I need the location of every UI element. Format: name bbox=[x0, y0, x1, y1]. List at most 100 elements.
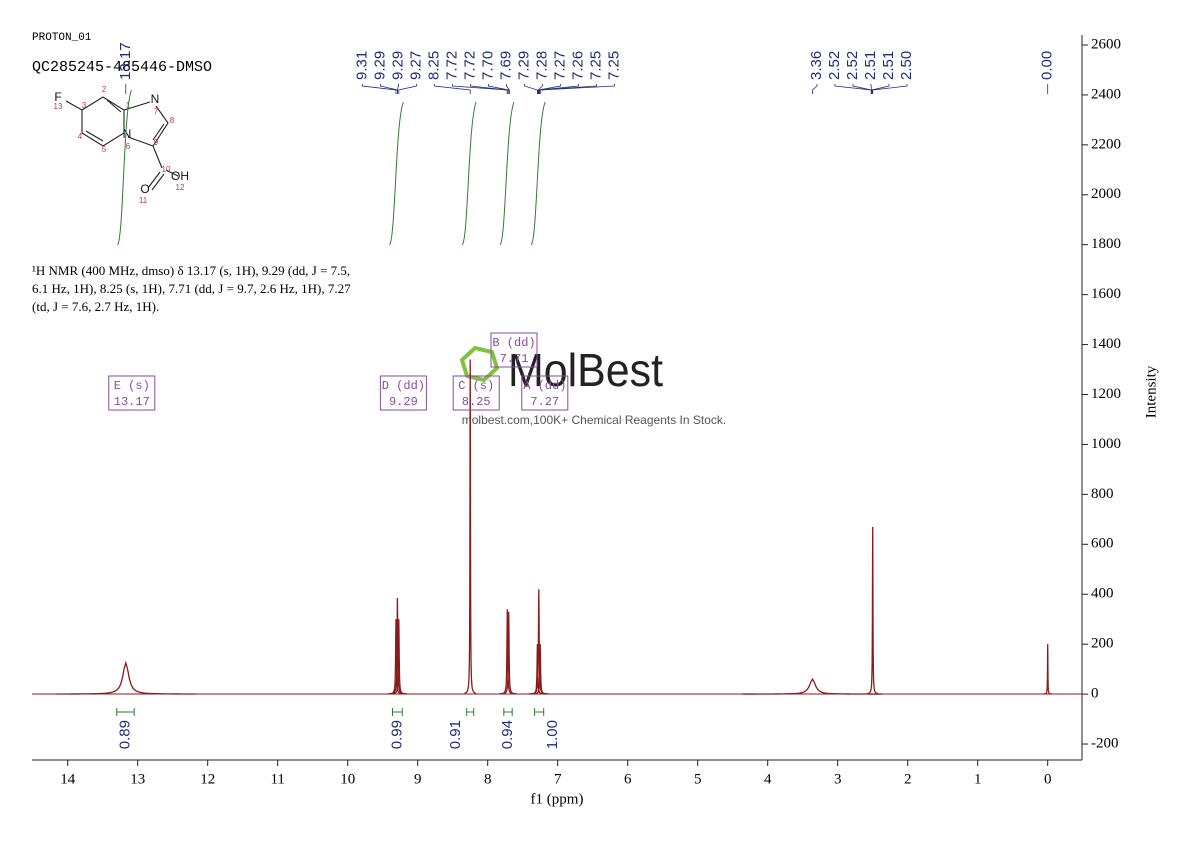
structure bbox=[65, 96, 179, 191]
y-tick-label: 600 bbox=[1091, 536, 1114, 552]
y-tick-label: 1600 bbox=[1091, 286, 1121, 302]
integral-curve bbox=[117, 89, 132, 246]
atom-label: N bbox=[151, 92, 160, 106]
x-tick-label: 10 bbox=[340, 771, 355, 787]
peak-label: 7.27 bbox=[551, 51, 568, 80]
y-tick-label: 1000 bbox=[1091, 436, 1121, 452]
atom-label: O bbox=[140, 182, 149, 196]
integral-bracket bbox=[392, 708, 403, 716]
peak-label: 7.28 bbox=[533, 51, 550, 80]
peak bbox=[390, 619, 408, 695]
peak-label-connector bbox=[539, 84, 597, 94]
x-tick-label: 14 bbox=[60, 771, 76, 787]
peak-label-connector bbox=[539, 84, 579, 94]
atom-number: 7 bbox=[154, 107, 159, 116]
peak-label: 2.52 bbox=[844, 51, 861, 80]
peak-label: 9.29 bbox=[389, 51, 406, 80]
integral-value: 0.99 bbox=[388, 720, 405, 749]
peak-label-connector bbox=[397, 84, 399, 94]
peak-label: 7.70 bbox=[479, 51, 496, 80]
peak-label: 9.29 bbox=[371, 51, 388, 80]
peak-label-connector bbox=[872, 84, 908, 94]
y-tick-label: 400 bbox=[1091, 586, 1114, 602]
x-tick-label: 2 bbox=[904, 771, 912, 787]
multiplet-name: E (s) bbox=[114, 379, 150, 393]
integral-curve bbox=[530, 101, 546, 246]
peak-label-connector bbox=[524, 84, 538, 94]
x-tick-label: 6 bbox=[624, 771, 632, 787]
atom-number: 11 bbox=[139, 196, 148, 205]
integral-curve bbox=[388, 101, 404, 246]
multiplet-name: A (dd) bbox=[523, 379, 566, 393]
peak-label: 9.31 bbox=[353, 51, 370, 80]
peak bbox=[464, 359, 477, 694]
y-axis-label: Intensity bbox=[1143, 365, 1159, 418]
peak-label: 7.72 bbox=[461, 51, 478, 80]
atom-number: 6 bbox=[126, 142, 131, 151]
atom-number: 4 bbox=[78, 132, 83, 141]
peak bbox=[742, 677, 883, 695]
peak-label: 3.36 bbox=[808, 51, 825, 80]
peak-label: 8.25 bbox=[425, 51, 442, 80]
peak-label: 2.52 bbox=[826, 51, 843, 80]
peak-label: 2.51 bbox=[862, 51, 879, 80]
peak-label-connector bbox=[539, 84, 615, 94]
x-tick-label: 0 bbox=[1044, 771, 1052, 787]
watermark-logo bbox=[459, 345, 500, 383]
atom-number: 10 bbox=[162, 165, 171, 174]
sample: QC285245-485446-DMSO bbox=[32, 59, 212, 76]
peak-label-connector bbox=[488, 84, 510, 94]
peak-label: 7.25 bbox=[587, 51, 604, 80]
x-tick-label: 3 bbox=[834, 771, 842, 787]
x-tick-label: 11 bbox=[270, 771, 284, 787]
x-tick-label: 9 bbox=[414, 771, 422, 787]
peak-label: 0.00 bbox=[1039, 51, 1056, 80]
integral-value: 1.00 bbox=[544, 720, 561, 749]
peak-label: 7.69 bbox=[497, 51, 514, 80]
peak-label-connector bbox=[812, 84, 818, 94]
integral-curve bbox=[461, 101, 477, 246]
atom-number: 9 bbox=[154, 138, 159, 147]
peak-label-connector bbox=[852, 84, 872, 94]
multiplet-box bbox=[452, 375, 500, 411]
peak bbox=[530, 589, 548, 695]
y-tick-label: 2600 bbox=[1091, 36, 1121, 52]
x-tick-label: 13 bbox=[130, 771, 145, 787]
x-tick-label: 7 bbox=[554, 771, 562, 787]
multiplet-name: D (dd) bbox=[382, 379, 425, 393]
description-line: (td, J = 7.6, 2.7 Hz, 1H). bbox=[32, 299, 159, 314]
peak-label: 9.27 bbox=[407, 51, 424, 80]
peak-label: 2.50 bbox=[898, 51, 915, 80]
y-tick-label: 200 bbox=[1091, 636, 1114, 652]
atom-label: F bbox=[54, 90, 61, 104]
x-tick-label: 1 bbox=[974, 771, 982, 787]
y-tick-label: 1400 bbox=[1091, 336, 1121, 352]
integral-bracket bbox=[503, 708, 513, 716]
multiplet-shift: 7.71 bbox=[500, 352, 529, 366]
multiplet-shift: 8.25 bbox=[462, 395, 491, 409]
peak-label-connector bbox=[362, 84, 397, 94]
description-line: ¹H NMR (400 MHz, dmso) δ 13.17 (s, 1H), … bbox=[32, 263, 350, 278]
peak-label: 7.25 bbox=[605, 51, 622, 80]
peak-label: 7.26 bbox=[569, 51, 586, 80]
multiplet-shift: 13.17 bbox=[114, 395, 150, 409]
peak-label-connector bbox=[538, 84, 561, 94]
atom-label: OH bbox=[171, 169, 189, 183]
multiplet-shift: 9.29 bbox=[389, 395, 418, 409]
peak-label: 2.51 bbox=[880, 51, 897, 80]
x-tick-label: 8 bbox=[484, 771, 492, 787]
y-tick-label: -200 bbox=[1091, 735, 1119, 751]
peak bbox=[1043, 644, 1052, 695]
atom-number: 13 bbox=[54, 102, 63, 111]
integral-bracket bbox=[534, 708, 545, 716]
multiplet-box bbox=[490, 332, 538, 368]
multiplet-box bbox=[521, 375, 569, 411]
multiplet-box bbox=[108, 375, 156, 411]
y-tick-label: 2000 bbox=[1091, 186, 1121, 202]
peak-label: 7.72 bbox=[443, 51, 460, 80]
peak-label-connector bbox=[506, 84, 510, 94]
peak-label: 7.29 bbox=[515, 51, 532, 80]
integral-value: 0.94 bbox=[499, 720, 516, 749]
y-tick-label: 1800 bbox=[1091, 236, 1121, 252]
